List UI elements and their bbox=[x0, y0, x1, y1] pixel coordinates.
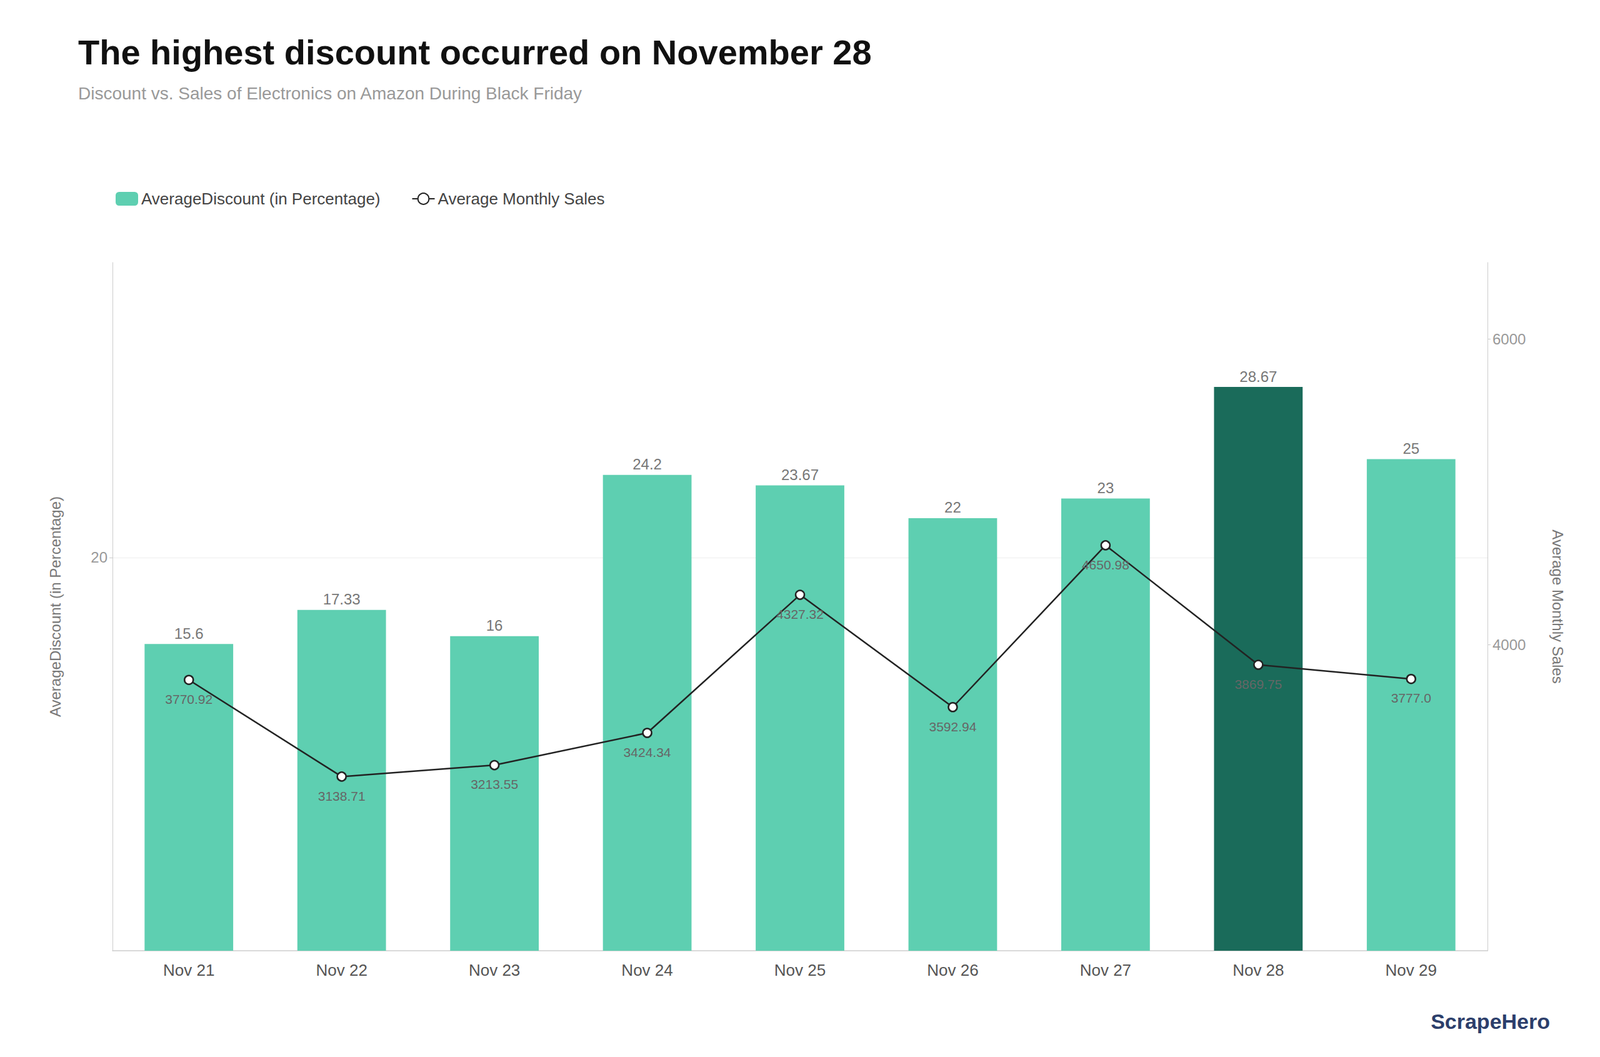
svg-text:3213.55: 3213.55 bbox=[470, 776, 519, 792]
svg-text:4650.98: 4650.98 bbox=[1081, 557, 1130, 572]
svg-text:22: 22 bbox=[944, 498, 962, 516]
svg-text:15.6: 15.6 bbox=[174, 625, 204, 642]
svg-text:AverageDiscount (in Percentage: AverageDiscount (in Percentage) bbox=[46, 496, 64, 717]
svg-text:Average Monthly Sales: Average Monthly Sales bbox=[1549, 529, 1567, 684]
svg-text:Nov 24: Nov 24 bbox=[621, 960, 673, 980]
svg-text:24.2: 24.2 bbox=[632, 455, 662, 473]
svg-text:Nov 23: Nov 23 bbox=[468, 960, 520, 980]
svg-text:23.67: 23.67 bbox=[781, 466, 819, 484]
svg-text:Discount vs. Sales of Electron: Discount vs. Sales of Electronics on Ama… bbox=[78, 83, 582, 104]
svg-text:16: 16 bbox=[486, 616, 504, 634]
svg-text:20: 20 bbox=[90, 548, 108, 566]
svg-text:23: 23 bbox=[1097, 479, 1115, 497]
svg-text:3770.92: 3770.92 bbox=[165, 691, 213, 707]
svg-text:3592.94: 3592.94 bbox=[928, 719, 977, 734]
svg-text:3869.75: 3869.75 bbox=[1234, 676, 1282, 692]
svg-text:6000: 6000 bbox=[1492, 330, 1526, 348]
svg-text:3777.0: 3777.0 bbox=[1391, 690, 1432, 705]
svg-text:Average Monthly Sales: Average Monthly Sales bbox=[438, 189, 605, 209]
svg-text:Nov 26: Nov 26 bbox=[926, 960, 979, 980]
svg-text:The highest discount occurred: The highest discount occurred on Novembe… bbox=[78, 32, 872, 72]
svg-text:25: 25 bbox=[1402, 440, 1420, 457]
svg-text:3138.71: 3138.71 bbox=[318, 788, 366, 804]
svg-text:3424.34: 3424.34 bbox=[623, 745, 672, 760]
svg-text:4327.32: 4327.32 bbox=[776, 606, 824, 622]
svg-text:Nov 25: Nov 25 bbox=[774, 960, 826, 980]
svg-text:ScrapeHero: ScrapeHero bbox=[1430, 1009, 1550, 1034]
svg-text:AverageDiscount (in Percentage: AverageDiscount (in Percentage) bbox=[141, 189, 381, 209]
svg-text:Nov 29: Nov 29 bbox=[1385, 960, 1437, 980]
svg-text:Nov 22: Nov 22 bbox=[315, 960, 367, 980]
svg-text:Nov 28: Nov 28 bbox=[1232, 960, 1284, 980]
svg-text:17.33: 17.33 bbox=[323, 590, 361, 608]
svg-text:Nov 21: Nov 21 bbox=[163, 960, 215, 980]
svg-text:28.67: 28.67 bbox=[1239, 368, 1277, 385]
svg-text:Nov 27: Nov 27 bbox=[1080, 960, 1132, 980]
svg-text:4000: 4000 bbox=[1492, 636, 1526, 654]
